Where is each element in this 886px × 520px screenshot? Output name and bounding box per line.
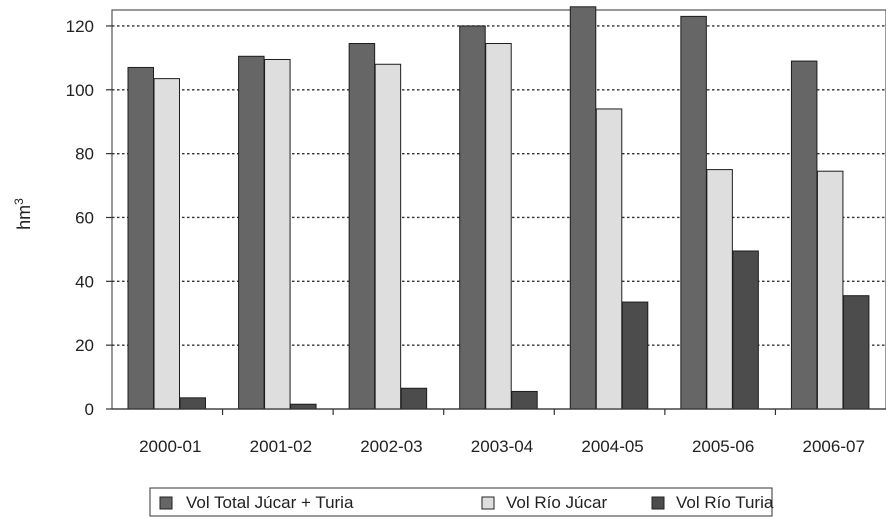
legend-swatch-turia	[651, 496, 665, 510]
legend-label-turia: Vol Río Turia	[676, 493, 774, 512]
x-tick-label-2001-02: 2001-02	[250, 437, 312, 456]
bar-2001-02-series-0	[238, 55, 265, 410]
plot-area: 2000-01 2001-02 2002-03 2003-04 2004-05 2005-…	[66, 6, 886, 456]
bar-2004-05-series-0	[569, 6, 597, 410]
y-tick-label-40: 40	[75, 272, 94, 291]
y-tick-label-20: 20	[75, 336, 94, 355]
x-axis-ticks	[221, 409, 777, 415]
y-tick-label-60: 60	[75, 208, 94, 227]
bar-2001-02-series-1	[264, 58, 291, 410]
y-tick-label-120: 120	[66, 17, 94, 36]
x-tick-label-2005-06: 2005-06	[692, 437, 754, 456]
bar-2001-02-series-2	[290, 403, 317, 410]
bar-2005-06-series-1	[706, 169, 733, 410]
x-tick-label-2000-01: 2000-01	[139, 437, 201, 456]
legend-box	[149, 487, 773, 517]
bar-2003-04-series-0	[459, 25, 486, 410]
bar-2006-07-series-1	[816, 170, 844, 410]
bar-2005-06-series-2	[732, 250, 759, 410]
bar-2006-07-series-2	[842, 295, 870, 410]
legend-label-total: Vol Total Júcar + Turia	[186, 493, 354, 512]
y-axis-label-base: hm	[14, 205, 34, 230]
bar-2000-01-series-1	[153, 78, 180, 410]
bars	[127, 6, 870, 410]
y-axis-tick-labels: 0 20 40 60 80 100 120	[66, 17, 94, 419]
x-tick-label-2003-04: 2003-04	[471, 437, 533, 456]
y-tick-label-80: 80	[75, 145, 94, 164]
y-axis-label: hm3	[12, 198, 34, 230]
bar-2005-06-series-0	[680, 15, 707, 410]
bar-2006-07-series-0	[790, 60, 818, 410]
bar-2003-04-series-2	[511, 390, 538, 410]
y-axis-label-superscript: 3	[12, 198, 26, 205]
y-tick-label-0: 0	[85, 400, 94, 419]
x-tick-label-2006-07: 2006-07	[803, 437, 865, 456]
bar-2003-04-series-1	[485, 43, 512, 410]
legend-swatch-total	[159, 496, 173, 510]
legend-swatch-jucar	[481, 496, 495, 510]
x-tick-label-2002-03: 2002-03	[360, 437, 422, 456]
bar-2000-01-series-2	[179, 397, 206, 410]
bar-2004-05-series-1	[595, 108, 623, 410]
bar-2002-03-series-0	[348, 43, 376, 410]
legend: Vol Total Júcar + Turia Vol Río Júcar Vo…	[149, 487, 774, 517]
y-tick-label-100: 100	[66, 81, 94, 100]
x-axis-tick-labels: 2000-01 2001-02 2002-03 2003-04 2004-05 2005-…	[139, 437, 865, 456]
bar-2002-03-series-2	[400, 387, 428, 410]
y-axis-ticks	[106, 25, 112, 410]
bar-2002-03-series-1	[374, 63, 402, 410]
bar-2004-05-series-2	[621, 301, 649, 410]
legend-label-jucar: Vol Río Júcar	[506, 493, 607, 512]
bar-2000-01-series-0	[127, 66, 154, 410]
x-tick-label-2004-05: 2004-05	[581, 437, 643, 456]
